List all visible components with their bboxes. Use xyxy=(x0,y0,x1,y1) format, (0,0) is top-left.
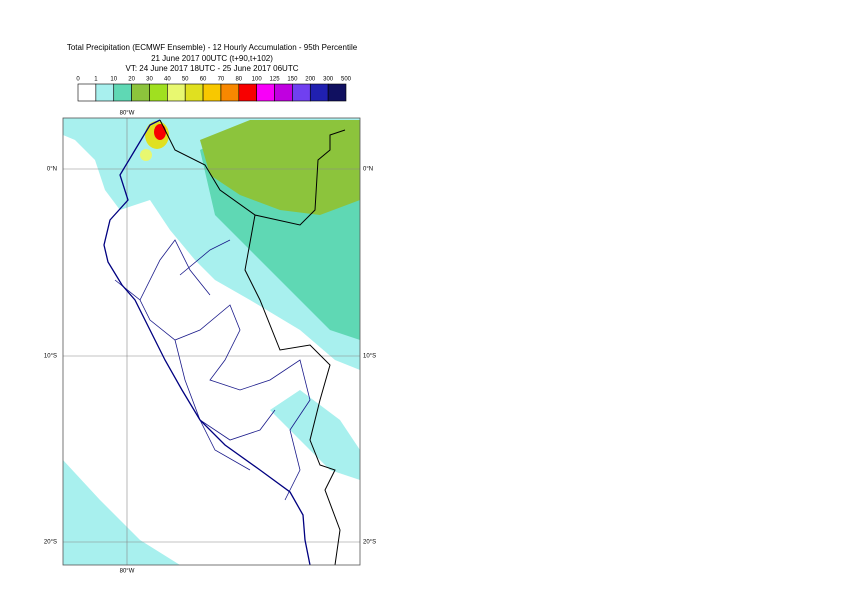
graticule xyxy=(63,118,360,565)
legend-label: 300 xyxy=(323,77,334,83)
legend-swatch xyxy=(77,83,97,102)
legend-swatch xyxy=(327,83,347,102)
legend-swatch xyxy=(238,83,257,102)
valid-time: VT: 24 June 2017 18UTC - 25 June 2017 06… xyxy=(126,64,299,73)
legend-swatch xyxy=(95,83,115,102)
legend-swatch xyxy=(202,83,222,102)
lon-label: 80°W xyxy=(120,569,135,575)
legend-label: 20 xyxy=(128,77,135,83)
lon-label: 80°W xyxy=(120,111,135,117)
precip-area xyxy=(140,149,152,161)
lat-label: 0°N xyxy=(47,167,57,173)
map-frame xyxy=(62,117,361,566)
legend-swatch xyxy=(309,83,329,102)
coastline xyxy=(103,119,311,565)
regions xyxy=(114,239,311,501)
legend-swatch xyxy=(220,83,240,102)
legend-swatch xyxy=(131,83,150,102)
legend-swatch xyxy=(167,83,186,102)
legend-swatch xyxy=(149,83,168,102)
legend-label: 10 xyxy=(110,77,117,83)
legend-label: 1 xyxy=(94,77,98,83)
graticule-labels: 80°W 80°W 0°N 0°N 10°S 10°S 20°S 20°S xyxy=(44,111,376,575)
precip-area xyxy=(200,120,360,215)
precip-area xyxy=(63,460,180,565)
lat-label: 20°S xyxy=(363,540,376,546)
map xyxy=(63,118,360,565)
legend-swatch xyxy=(292,83,311,102)
legend-swatch xyxy=(184,83,204,102)
title: Total Precipitation (ECMWF Ensemble) - 1… xyxy=(67,43,358,52)
legend-label: 0 xyxy=(76,77,80,83)
lat-label: 20°S xyxy=(44,540,57,546)
lat-label: 10°S xyxy=(363,354,376,360)
legend-swatch xyxy=(256,83,275,102)
legend-label: 150 xyxy=(287,77,298,83)
legend-label: 200 xyxy=(305,77,316,83)
precip-area xyxy=(270,390,360,480)
legend-label: 30 xyxy=(146,77,153,83)
legend-swatch xyxy=(113,83,132,102)
legend-label: 70 xyxy=(218,77,225,83)
legend-label: 500 xyxy=(341,77,352,83)
precip-area xyxy=(154,124,166,140)
legend-label: 125 xyxy=(270,77,281,83)
borders xyxy=(159,119,346,565)
title-block: Total Precipitation (ECMWF Ensemble) - 1… xyxy=(67,43,358,73)
legend-label: 50 xyxy=(182,77,189,83)
legend: 0 1 10 20 30 40 50 60 70 80 100 125 150 200 300 500 xyxy=(76,77,352,102)
legend-label: 60 xyxy=(200,77,207,83)
lat-label: 10°S xyxy=(44,354,57,360)
subtitle: 21 June 2017 00UTC (t+90,t+102) xyxy=(151,54,273,63)
legend-label: 100 xyxy=(252,77,263,83)
legend-label: 40 xyxy=(164,77,171,83)
legend-swatch xyxy=(274,83,293,102)
lat-label: 0°N xyxy=(363,167,373,173)
legend-label: 80 xyxy=(235,77,242,83)
